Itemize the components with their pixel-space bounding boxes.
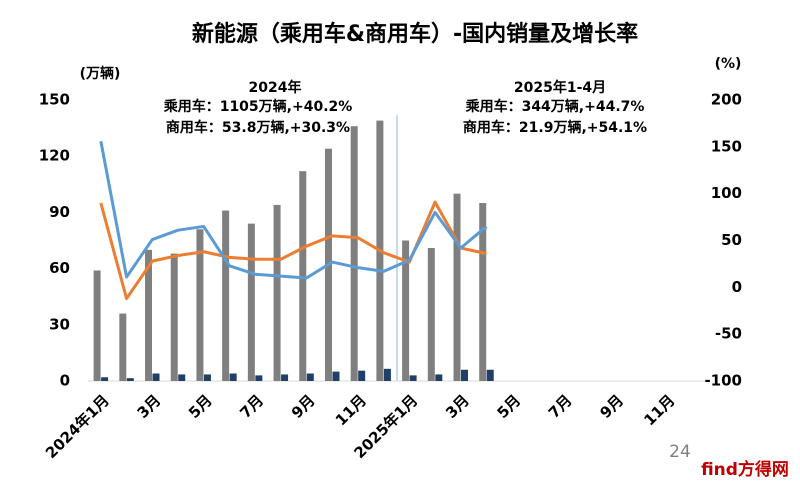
y2-tick-label: 0: [732, 278, 742, 296]
bar: [170, 253, 178, 381]
bar: [358, 370, 366, 381]
y-axis-label: (万辆): [80, 65, 121, 82]
bar: [119, 313, 127, 381]
bar: [126, 378, 134, 381]
y-tick-label: 90: [49, 203, 70, 221]
y-tick-label: 120: [39, 147, 70, 165]
bar: [281, 374, 289, 381]
bar: [453, 193, 461, 381]
bar: [196, 229, 204, 381]
bar: [383, 368, 391, 381]
bar: [229, 373, 237, 381]
bar: [101, 377, 109, 381]
x-tick-label: 5月: [493, 391, 524, 422]
logo: find方得网: [701, 459, 789, 480]
x-tick-label: 7月: [236, 391, 267, 422]
y-tick-label: 0: [60, 372, 70, 390]
y2-tick-label: 200: [711, 91, 742, 109]
bar: [306, 373, 314, 381]
y2-tick-label: -100: [704, 372, 742, 390]
y-tick-label: 30: [49, 315, 70, 333]
line: [99, 140, 488, 280]
y2-tick-label: 100: [711, 184, 742, 202]
bar: [203, 374, 211, 381]
x-tick-label: 5月: [185, 391, 216, 422]
y2-axis-label: (%): [715, 56, 742, 72]
bar: [332, 371, 340, 381]
bar: [145, 249, 153, 381]
bar: [350, 126, 358, 381]
bar: [255, 375, 263, 381]
x-tick-label: 2024年1月: [42, 391, 113, 462]
y-tick-label: 150: [39, 91, 70, 109]
annotation: 2024年: [249, 79, 302, 96]
bar: [479, 203, 487, 381]
x-tick-label: 7月: [545, 391, 576, 422]
chart-title: 新能源（乘用车&商用车）-国内销量及增长率: [192, 21, 638, 47]
line: [99, 200, 487, 301]
y2-tick-label: 150: [711, 137, 742, 155]
bar: [435, 374, 443, 381]
x-tick-label: 9月: [596, 391, 627, 422]
x-tick-label: 3月: [134, 391, 165, 422]
bar: [247, 223, 255, 381]
bar: [299, 171, 307, 381]
bar: [461, 369, 469, 381]
y-tick-label: 60: [49, 259, 70, 277]
annotation: 商用车：53.8万辆,+30.3%: [166, 119, 350, 136]
bar: [273, 204, 281, 381]
x-tick-label: 11月: [640, 391, 678, 429]
bar: [402, 240, 410, 381]
annotation: 2025年1-4月: [514, 79, 606, 96]
bar: [222, 210, 230, 381]
annotation: 乘用车：344万辆,+44.7%: [465, 98, 645, 115]
bar: [178, 374, 186, 381]
page-number: 24: [669, 442, 691, 462]
bar: [409, 375, 417, 381]
x-tick-label: 3月: [442, 391, 473, 422]
x-tick-label: 11月: [332, 391, 370, 429]
bar: [486, 369, 494, 381]
x-tick-label: 9月: [288, 391, 319, 422]
y2-tick-label: 50: [721, 231, 742, 249]
bar: [93, 270, 101, 381]
annotation: 乘用车：1105万辆,+40.2%: [163, 98, 353, 115]
annotation: 商用车：21.9万辆,+54.1%: [463, 119, 647, 136]
bar: [427, 247, 435, 381]
y2-tick-label: -50: [715, 325, 742, 343]
bar: [152, 373, 160, 381]
